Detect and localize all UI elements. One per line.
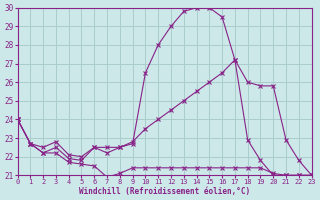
X-axis label: Windchill (Refroidissement éolien,°C): Windchill (Refroidissement éolien,°C) [79, 187, 250, 196]
